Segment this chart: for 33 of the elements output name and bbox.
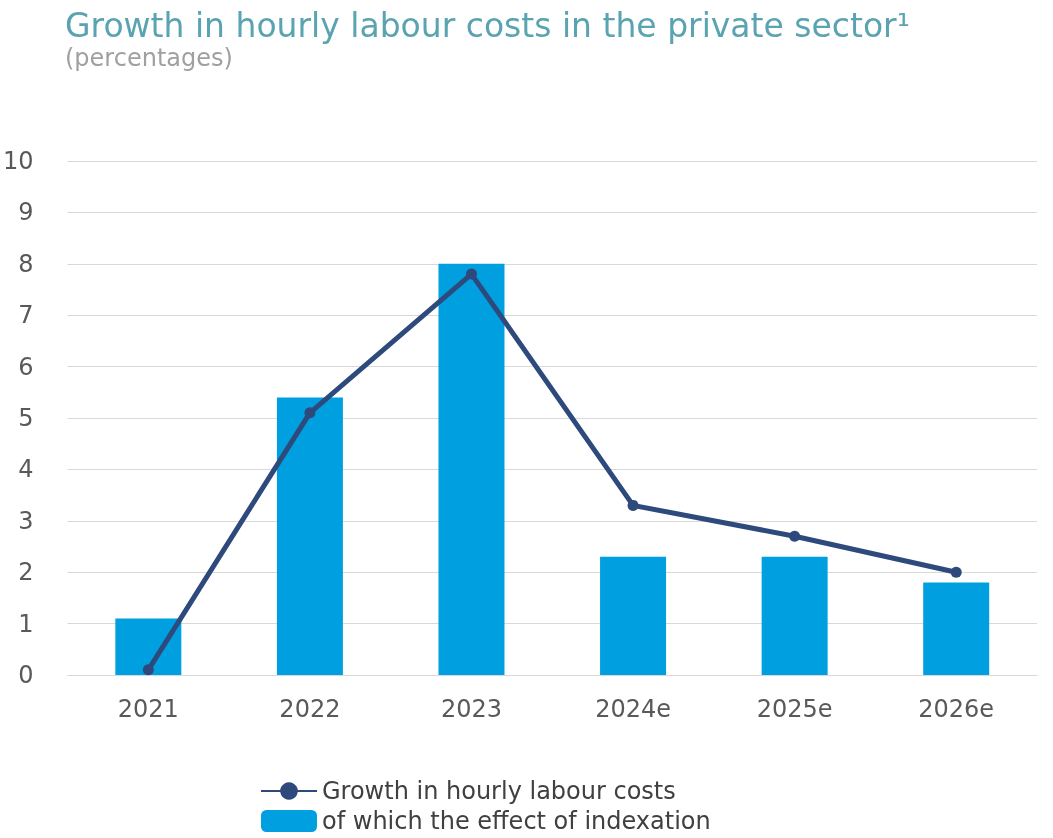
point — [789, 530, 801, 542]
y-tick-label: 4 — [18, 455, 34, 484]
legend-label: of which the effect of indexation — [322, 807, 711, 835]
y-tick-label: 9 — [18, 198, 34, 227]
legend-label: Growth in hourly labour costs — [322, 777, 676, 805]
y-tick-label: 6 — [18, 352, 34, 381]
bar — [761, 556, 828, 675]
x-tick-label: 2025e — [756, 695, 833, 723]
y-tick-label: 0 — [18, 661, 34, 689]
y-tick-label: 10 — [2, 147, 34, 175]
point — [142, 664, 154, 676]
bar — [600, 556, 667, 675]
y-tick-label: 1 — [18, 609, 34, 638]
y-tick-label: 5 — [18, 404, 34, 432]
point — [465, 268, 477, 280]
point — [304, 407, 316, 419]
point — [950, 566, 962, 578]
x-tick-label: 2023 — [440, 695, 503, 723]
x-tick-label: 2021 — [117, 695, 179, 723]
point — [627, 499, 639, 511]
x-tick-label: 2026e — [918, 695, 995, 723]
chart-title: Growth in hourly labour costs in the private sector¹ — [65, 6, 910, 45]
chart-subtitle: (percentages) — [65, 44, 233, 72]
y-tick-label: 3 — [18, 506, 34, 535]
bar — [923, 582, 990, 675]
y-tick-label: 7 — [18, 301, 34, 330]
y-tick-label: 8 — [18, 249, 34, 278]
bar — [276, 397, 343, 675]
y-tick-label: 2 — [18, 558, 34, 587]
x-tick-label: 2024e — [595, 695, 671, 723]
bar — [438, 263, 505, 675]
bar — [115, 618, 182, 675]
x-tick-label: 2022 — [279, 695, 341, 723]
